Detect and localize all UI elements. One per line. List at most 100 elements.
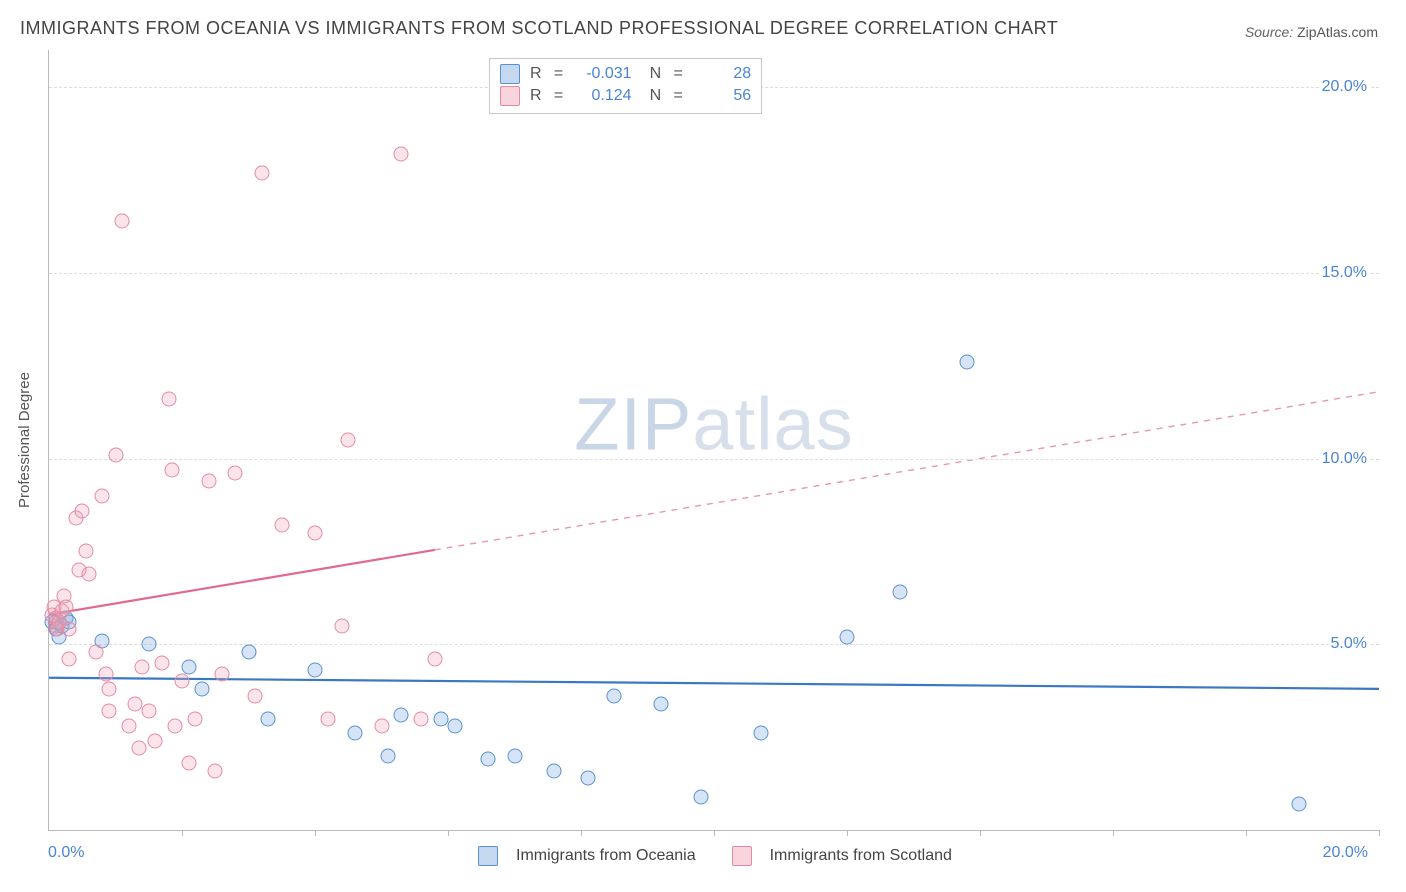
y-tick-label: 15.0%	[1320, 264, 1369, 282]
point-scotland	[101, 704, 116, 719]
y-tick-label: 5.0%	[1329, 635, 1369, 653]
legend-row-oceania: R = -0.031 N = 28	[500, 63, 751, 85]
x-tick	[1246, 830, 1247, 836]
point-scotland	[248, 689, 263, 704]
point-oceania	[394, 707, 409, 722]
point-scotland	[148, 733, 163, 748]
point-scotland	[165, 462, 180, 477]
source-label: Source:	[1245, 24, 1293, 40]
point-oceania	[261, 711, 276, 726]
point-oceania	[241, 644, 256, 659]
point-oceania	[959, 355, 974, 370]
x-tick	[448, 830, 449, 836]
swatch-pink-icon	[732, 846, 752, 866]
point-scotland	[321, 711, 336, 726]
equals-icon: =	[661, 65, 695, 83]
chart-title: IMMIGRANTS FROM OCEANIA VS IMMIGRANTS FR…	[20, 18, 1058, 39]
point-scotland	[61, 622, 76, 637]
point-scotland	[274, 518, 289, 533]
point-scotland	[75, 503, 90, 518]
point-scotland	[228, 466, 243, 481]
correlation-legend: R = -0.031 N = 28 R = 0.124 N = 56	[489, 58, 762, 114]
point-oceania	[447, 719, 462, 734]
legend-row-scotland: R = 0.124 N = 56	[500, 85, 751, 107]
point-oceania	[693, 789, 708, 804]
equals-icon: =	[542, 87, 576, 105]
point-scotland	[414, 711, 429, 726]
r-label: R	[530, 87, 542, 105]
point-oceania	[547, 763, 562, 778]
x-tick	[315, 830, 316, 836]
point-scotland	[78, 544, 93, 559]
x-tick	[182, 830, 183, 836]
point-oceania	[507, 748, 522, 763]
r-label: R	[530, 65, 542, 83]
source-value: ZipAtlas.com	[1297, 24, 1378, 40]
point-scotland	[181, 756, 196, 771]
point-scotland	[121, 719, 136, 734]
regression-line-solid	[49, 678, 1379, 689]
point-oceania	[141, 637, 156, 652]
point-oceania	[753, 726, 768, 741]
point-scotland	[334, 618, 349, 633]
swatch-blue-icon	[478, 846, 498, 866]
point-scotland	[81, 566, 96, 581]
watermark-thin: atlas	[692, 383, 853, 466]
x-tick	[1113, 830, 1114, 836]
y-tick-label: 10.0%	[1320, 450, 1369, 468]
n-label: N	[650, 65, 662, 83]
plot-region: ZIPatlas R = -0.031 N = 28 R = 0.124 N =…	[48, 50, 1379, 831]
point-oceania	[607, 689, 622, 704]
point-oceania	[1292, 797, 1307, 812]
point-scotland	[175, 674, 190, 689]
point-scotland	[155, 655, 170, 670]
point-scotland	[58, 600, 73, 615]
swatch-pink-icon	[500, 86, 520, 106]
point-scotland	[101, 681, 116, 696]
point-scotland	[98, 667, 113, 682]
point-scotland	[108, 447, 123, 462]
n-value-oceania: 28	[695, 65, 751, 83]
watermark-bold: ZIP	[574, 383, 692, 466]
point-scotland	[115, 213, 130, 228]
series-legend: Immigrants from Oceania Immigrants from …	[478, 846, 952, 866]
point-scotland	[61, 652, 76, 667]
x-tick	[714, 830, 715, 836]
point-scotland	[141, 704, 156, 719]
point-scotland	[394, 147, 409, 162]
gridline-h	[49, 273, 1379, 274]
legend-label-scotland: Immigrants from Scotland	[770, 847, 952, 865]
point-scotland	[168, 719, 183, 734]
equals-icon: =	[661, 87, 695, 105]
point-scotland	[208, 763, 223, 778]
regression-line-dashed	[435, 392, 1379, 550]
regression-lines	[49, 50, 1379, 830]
point-oceania	[840, 629, 855, 644]
legend-item-scotland: Immigrants from Scotland	[732, 846, 952, 866]
equals-icon: =	[542, 65, 576, 83]
swatch-blue-icon	[500, 64, 520, 84]
n-label: N	[650, 87, 662, 105]
point-oceania	[580, 771, 595, 786]
point-scotland	[131, 741, 146, 756]
y-tick-label: 20.0%	[1320, 78, 1369, 96]
point-scotland	[95, 488, 110, 503]
point-oceania	[181, 659, 196, 674]
x-tick	[581, 830, 582, 836]
point-scotland	[254, 165, 269, 180]
legend-item-oceania: Immigrants from Oceania	[478, 846, 696, 866]
r-value-oceania: -0.031	[576, 65, 632, 83]
point-oceania	[347, 726, 362, 741]
point-scotland	[161, 392, 176, 407]
point-oceania	[381, 748, 396, 763]
point-oceania	[893, 585, 908, 600]
x-tick	[1379, 830, 1380, 836]
point-scotland	[188, 711, 203, 726]
n-value-scotland: 56	[695, 87, 751, 105]
gridline-h	[49, 459, 1379, 460]
y-axis-label: Professional Degree	[16, 372, 33, 508]
legend-label-oceania: Immigrants from Oceania	[516, 847, 696, 865]
point-scotland	[88, 644, 103, 659]
point-scotland	[135, 659, 150, 674]
regression-line-solid	[49, 550, 435, 615]
